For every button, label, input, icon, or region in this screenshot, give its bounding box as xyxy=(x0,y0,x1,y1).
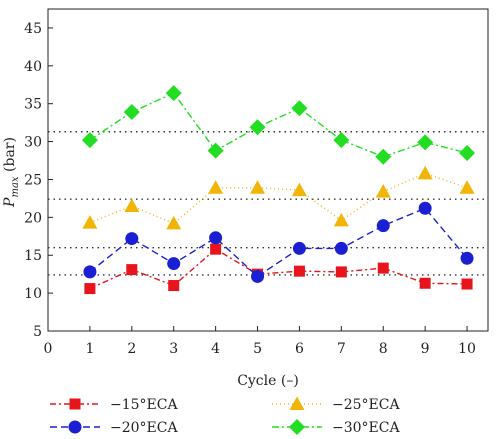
data-point xyxy=(418,201,432,215)
x-tick-label: 8 xyxy=(379,341,388,357)
data-point xyxy=(417,165,433,180)
x-tick-label: 10 xyxy=(458,341,476,357)
y-tick-label: 10 xyxy=(24,286,42,302)
data-point xyxy=(82,215,98,229)
series-2 xyxy=(83,201,474,283)
data-point xyxy=(125,232,139,246)
y-axis-label-main: P xyxy=(2,197,18,208)
data-point xyxy=(210,243,222,255)
data-point xyxy=(167,257,181,271)
data-point xyxy=(377,262,389,274)
y-tick-label: 40 xyxy=(24,59,42,75)
data-point xyxy=(459,180,475,194)
data-point xyxy=(334,241,348,255)
legend-marker xyxy=(289,419,305,435)
data-point xyxy=(333,132,350,149)
legend-label: −25°ECA xyxy=(332,397,400,413)
y-tick-label: 45 xyxy=(24,21,42,37)
legend-item: −30°ECA xyxy=(272,419,400,436)
series-layer xyxy=(81,85,476,295)
data-point xyxy=(166,215,182,230)
y-tick-label: 25 xyxy=(24,172,42,188)
data-point xyxy=(126,264,138,276)
data-point xyxy=(293,265,305,277)
plot-frame xyxy=(47,8,489,332)
y-axis-label-sub: max xyxy=(10,176,21,197)
legend-label: −30°ECA xyxy=(332,420,400,436)
x-axis-label: Cycle (–) xyxy=(237,373,299,389)
legend-label: −15°ECA xyxy=(110,397,178,413)
series-line xyxy=(89,92,468,158)
series-line xyxy=(89,207,468,278)
data-point xyxy=(81,132,98,149)
x-tick-label: 3 xyxy=(169,341,178,357)
data-point xyxy=(335,266,347,278)
data-point xyxy=(459,144,476,161)
x-tick-label: 2 xyxy=(127,341,136,357)
data-point xyxy=(292,241,306,255)
x-tick-label: 1 xyxy=(85,341,94,357)
data-point xyxy=(208,180,224,194)
series-1 xyxy=(84,243,473,295)
data-point xyxy=(291,182,307,197)
data-point xyxy=(376,219,390,233)
legend-marker xyxy=(68,420,82,434)
data-point xyxy=(375,148,392,165)
y-tick-label: 20 xyxy=(24,210,42,226)
data-point xyxy=(461,278,473,290)
series-line xyxy=(89,248,468,290)
legend-item: −25°ECA xyxy=(272,396,400,413)
data-point xyxy=(83,265,97,279)
x-tick-label: 7 xyxy=(337,341,346,357)
y-tick-label: 5 xyxy=(33,324,42,340)
series-3 xyxy=(82,165,475,230)
data-point xyxy=(375,184,391,198)
y-tick-label: 15 xyxy=(24,248,42,264)
x-ticks: 0 1 2 3 4 5 6 7 8 9 10 xyxy=(44,326,476,357)
data-point xyxy=(207,142,224,159)
legend-marker xyxy=(289,396,305,410)
data-point xyxy=(84,283,96,295)
data-point xyxy=(417,134,434,151)
x-tick-label: 0 xyxy=(44,341,53,357)
data-point xyxy=(249,119,266,136)
legend-marker xyxy=(69,398,81,410)
y-ticks: 5 10 15 20 25 30 35 40 45 xyxy=(24,21,53,340)
y-axis-label: Pmax (bar) xyxy=(2,137,21,208)
legend-item: −15°ECA xyxy=(50,397,178,413)
data-point xyxy=(291,100,308,117)
x-tick-label: 5 xyxy=(253,341,262,357)
legend-label: −20°ECA xyxy=(110,420,178,436)
data-point xyxy=(168,280,180,292)
reference-lines xyxy=(48,131,488,276)
data-point xyxy=(123,104,140,121)
x-tick-label: 4 xyxy=(211,341,220,357)
x-tick-label: 6 xyxy=(295,341,304,357)
data-point xyxy=(165,85,182,102)
legend-item: −20°ECA xyxy=(50,420,178,436)
y-tick-label: 30 xyxy=(24,135,42,151)
data-point xyxy=(124,198,140,212)
data-point xyxy=(251,269,265,283)
x-tick-label: 9 xyxy=(421,341,430,357)
data-point xyxy=(209,231,223,245)
series-4 xyxy=(81,85,476,165)
legend: −15°ECA −20°ECA −25°ECA −30°ECA xyxy=(50,396,400,436)
data-point xyxy=(333,212,349,227)
data-point xyxy=(460,251,474,265)
data-point xyxy=(419,277,431,289)
data-point xyxy=(250,180,266,194)
series-line xyxy=(89,172,468,225)
y-tick-label: 35 xyxy=(24,97,42,113)
y-axis-label-unit: (bar) xyxy=(2,137,18,176)
